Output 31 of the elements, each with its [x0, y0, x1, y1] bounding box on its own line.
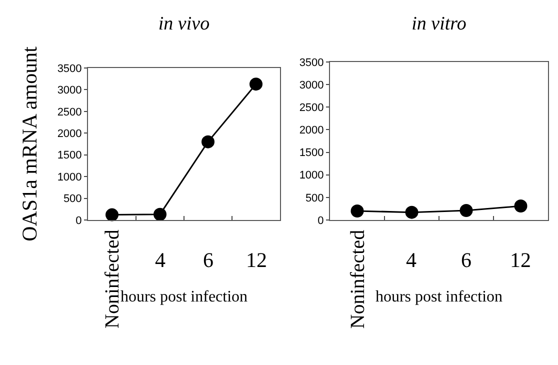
y-tick-label: 1000 — [57, 171, 82, 184]
y-tick-label: 1500 — [57, 150, 82, 162]
x-tick-label: Noninfected — [346, 230, 369, 329]
y-tick-label: 500 — [305, 192, 324, 204]
y-tick-label: 500 — [63, 193, 82, 206]
x-tick-label: 4 — [155, 248, 166, 272]
y-tick-label: 2500 — [299, 102, 324, 114]
y-axis-title: OAS1a mRNA amount — [17, 46, 42, 242]
x-tick-label: 12 — [510, 248, 531, 272]
x-tick-label: 4 — [406, 248, 417, 272]
x-axis-title: hours post infection — [375, 288, 503, 306]
y-tick-label: 3500 — [57, 62, 82, 75]
chart-title: in vitro — [412, 14, 466, 35]
y-tick-label: 3000 — [299, 79, 324, 92]
y-tick-label: 1000 — [299, 170, 324, 182]
x-tick-label: 6 — [203, 248, 214, 272]
x-tick-label: 6 — [461, 248, 472, 272]
point — [250, 78, 262, 91]
point — [154, 208, 166, 221]
y-tick-label: 3000 — [57, 84, 82, 97]
chart-title: in vivo — [158, 14, 210, 35]
point — [106, 208, 118, 222]
y-tick-label: 1500 — [299, 147, 324, 160]
y-tick-label: 2500 — [57, 106, 82, 118]
y-tick-label: 2000 — [57, 128, 82, 140]
y-tick-label: 0 — [318, 214, 324, 227]
y-tick-label: 2000 — [299, 124, 324, 137]
y-tick-label: 0 — [76, 214, 82, 227]
x-tick-label: 12 — [246, 248, 267, 272]
point — [202, 135, 214, 148]
y-tick-label: 3500 — [299, 56, 324, 69]
